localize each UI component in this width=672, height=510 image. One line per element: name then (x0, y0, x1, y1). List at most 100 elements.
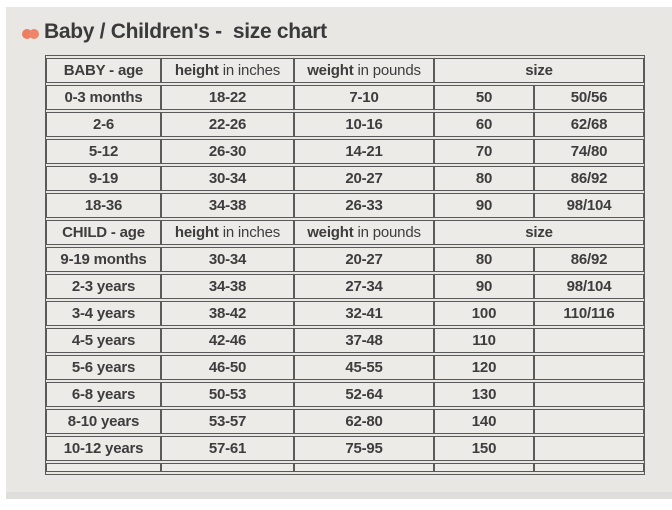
cell-age: 2-6 (46, 112, 161, 137)
size-chart-panel: Baby / Children's - size chart BABY - ag… (6, 7, 672, 499)
cell-height: 30-34 (161, 166, 294, 191)
weight-label-rest: in pounds (357, 224, 421, 241)
cell-weight: 26-33 (294, 193, 434, 218)
weight-label-bold: weight (307, 62, 354, 79)
table-row: 8-10 years 53-57 62-80 140 (46, 409, 644, 434)
cell-size1: 50 (434, 85, 534, 110)
height-label-bold: height (174, 62, 219, 79)
bullet-dots-icon (22, 28, 39, 39)
table-row: 5-6 years 46-50 45-55 120 (46, 355, 644, 380)
cell-age: 10-12 years (46, 436, 161, 461)
size-chart-table: BABY - age height in inches weight in pounds… (45, 55, 645, 475)
cell-height: 22-26 (161, 112, 294, 137)
cell-size1: 60 (434, 112, 534, 137)
cell-size1: 110 (434, 328, 534, 353)
cell-size1: 80 (434, 247, 534, 272)
column-header-height: height in inches (161, 220, 294, 245)
cell-size2 (534, 436, 644, 461)
column-header-height: height in inches (161, 58, 294, 83)
weight-label-rest: in pounds (357, 62, 421, 79)
cell-size2: 62/68 (534, 112, 644, 137)
cell-weight: 14-21 (294, 139, 434, 164)
cell-weight: 27-34 (294, 274, 434, 299)
table-row: 9-19 30-34 20-27 80 86/92 (46, 166, 644, 191)
section-header-row-child: CHILD - age height in inches weight in pound… (46, 220, 644, 245)
cell-age: 0-3 months (46, 85, 161, 110)
cell-height: 50-53 (161, 382, 294, 407)
cell-height: 57-61 (161, 436, 294, 461)
cell-size2: 86/92 (534, 247, 644, 272)
cell-height: 38-42 (161, 301, 294, 326)
page-title-text: Baby / Children's - size chart (44, 20, 327, 43)
cell-size2 (534, 328, 644, 353)
cell-weight: 52-64 (294, 382, 434, 407)
cell-age: 5-12 (46, 139, 161, 164)
height-label-rest: in inches (222, 224, 281, 241)
cell-height: 30-34 (161, 247, 294, 272)
cell-age: 9-19 (46, 166, 161, 191)
table-row: 18-36 34-38 26-33 90 98/104 (46, 193, 644, 218)
cell-age: 2-3 years (46, 274, 161, 299)
section-header-row-baby: BABY - age height in inches weight in pounds… (46, 58, 644, 83)
column-header-age: CHILD - age (46, 220, 161, 245)
cell-weight: 32-41 (294, 301, 434, 326)
height-label-bold: height (174, 224, 219, 241)
cell-weight: 7-10 (294, 85, 434, 110)
cell-size2: 110/116 (534, 301, 644, 326)
column-header-size: size (434, 220, 644, 245)
cell-height: 46-50 (161, 355, 294, 380)
table-row: 10-12 years 57-61 75-95 150 (46, 436, 644, 461)
cell-empty (294, 463, 434, 472)
cell-size1: 80 (434, 166, 534, 191)
cell-size1: 100 (434, 301, 534, 326)
cell-size1: 120 (434, 355, 534, 380)
cell-empty (434, 463, 534, 472)
cell-size1: 70 (434, 139, 534, 164)
cell-weight: 45-55 (294, 355, 434, 380)
cell-age: 8-10 years (46, 409, 161, 434)
table-row: 0-3 months 18-22 7-10 50 50/56 (46, 85, 644, 110)
height-label-rest: in inches (222, 62, 281, 79)
cell-empty (534, 463, 644, 472)
cell-empty (46, 463, 161, 472)
column-header-weight: weight in pounds (294, 220, 434, 245)
cell-size2: 74/80 (534, 139, 644, 164)
table-row: 5-12 26-30 14-21 70 74/80 (46, 139, 644, 164)
cell-size2: 98/104 (534, 193, 644, 218)
cell-weight: 10-16 (294, 112, 434, 137)
table-row: 6-8 years 50-53 52-64 130 (46, 382, 644, 407)
cell-height: 42-46 (161, 328, 294, 353)
cell-height: 34-38 (161, 193, 294, 218)
cell-size2 (534, 355, 644, 380)
cell-height: 34-38 (161, 274, 294, 299)
cell-height: 26-30 (161, 139, 294, 164)
column-header-size: size (434, 58, 644, 83)
cell-size1: 90 (434, 193, 534, 218)
cell-empty (161, 463, 294, 472)
cell-weight: 20-27 (294, 166, 434, 191)
page-title: Baby / Children's - size chart (22, 20, 327, 44)
cell-age: 6-8 years (46, 382, 161, 407)
cell-age: 9-19 months (46, 247, 161, 272)
cell-size2 (534, 382, 644, 407)
weight-label-bold: weight (307, 224, 354, 241)
footer-empty-row (46, 463, 644, 472)
cell-age: 5-6 years (46, 355, 161, 380)
cell-weight: 75-95 (294, 436, 434, 461)
cell-size1: 130 (434, 382, 534, 407)
cell-height: 53-57 (161, 409, 294, 434)
cell-weight: 62-80 (294, 409, 434, 434)
cell-size2: 86/92 (534, 166, 644, 191)
cell-size1: 90 (434, 274, 534, 299)
cell-size1: 150 (434, 436, 534, 461)
cell-size2: 98/104 (534, 274, 644, 299)
table-row: 4-5 years 42-46 37-48 110 (46, 328, 644, 353)
cell-age: 4-5 years (46, 328, 161, 353)
cell-height: 18-22 (161, 85, 294, 110)
cell-weight: 37-48 (294, 328, 434, 353)
column-header-age: BABY - age (46, 58, 161, 83)
column-header-weight: weight in pounds (294, 58, 434, 83)
cell-age: 18-36 (46, 193, 161, 218)
table-row: 3-4 years 38-42 32-41 100 110/116 (46, 301, 644, 326)
table-row: 2-3 years 34-38 27-34 90 98/104 (46, 274, 644, 299)
